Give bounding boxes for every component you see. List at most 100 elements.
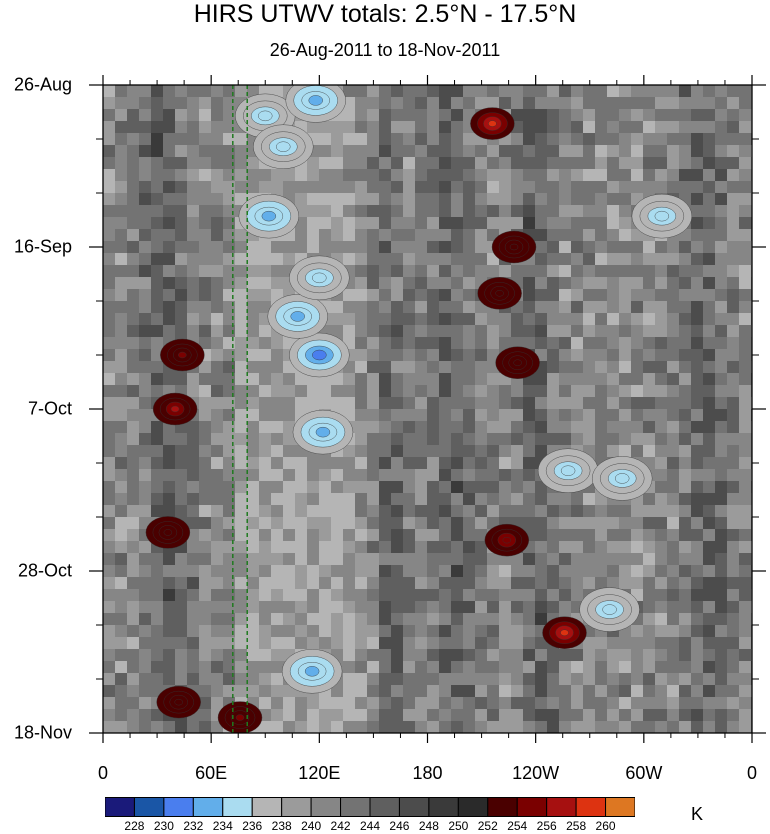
field-cell bbox=[751, 721, 752, 733]
field-cell bbox=[211, 205, 224, 218]
field-cell bbox=[307, 385, 320, 398]
field-cell bbox=[547, 133, 560, 146]
field-cell bbox=[667, 133, 680, 146]
field-cell bbox=[235, 673, 248, 686]
field-cell bbox=[535, 385, 548, 398]
field-cell bbox=[547, 193, 560, 206]
field-cell bbox=[319, 529, 332, 542]
field-cell bbox=[199, 301, 212, 314]
field-cell bbox=[283, 625, 296, 638]
field-cell bbox=[655, 445, 668, 458]
field-cell bbox=[487, 217, 500, 230]
field-cell bbox=[331, 541, 344, 554]
field-cell bbox=[583, 433, 596, 446]
field-cell bbox=[571, 145, 584, 158]
field-cell bbox=[607, 409, 620, 422]
field-cell bbox=[271, 529, 284, 542]
field-cell bbox=[475, 253, 488, 266]
field-cell bbox=[355, 265, 368, 278]
field-cell bbox=[247, 169, 260, 182]
field-cell bbox=[691, 721, 704, 733]
field-cell bbox=[331, 313, 344, 326]
field-cell bbox=[643, 421, 656, 434]
field-cell bbox=[427, 361, 440, 374]
field-cell bbox=[271, 541, 284, 554]
field-cell bbox=[703, 457, 716, 470]
field-cell bbox=[559, 205, 572, 218]
field-cell bbox=[619, 529, 632, 542]
field-cell bbox=[703, 205, 716, 218]
field-cell bbox=[655, 565, 668, 578]
field-cell bbox=[559, 361, 572, 374]
field-cell bbox=[439, 313, 452, 326]
field-cell bbox=[619, 373, 632, 386]
field-cell bbox=[367, 721, 380, 733]
field-cell bbox=[403, 337, 416, 350]
field-cell bbox=[607, 265, 620, 278]
field-cell bbox=[487, 157, 500, 170]
field-cell bbox=[103, 121, 116, 134]
field-cell bbox=[691, 145, 704, 158]
field-cell bbox=[619, 349, 632, 362]
field-cell bbox=[259, 433, 272, 446]
field-cell bbox=[667, 409, 680, 422]
field-cell bbox=[127, 217, 140, 230]
field-cell bbox=[715, 709, 728, 722]
field-cell bbox=[571, 349, 584, 362]
field-cell bbox=[643, 529, 656, 542]
field-cell bbox=[331, 613, 344, 626]
colorbar-label: 238 bbox=[271, 819, 292, 833]
field-cell bbox=[727, 469, 740, 482]
field-cell bbox=[751, 205, 752, 218]
field-cell bbox=[235, 409, 248, 422]
field-cell bbox=[367, 613, 380, 626]
field-cell bbox=[211, 181, 224, 194]
field-cell bbox=[667, 169, 680, 182]
field-cell bbox=[367, 205, 380, 218]
field-cell bbox=[103, 649, 116, 662]
field-cell bbox=[727, 505, 740, 518]
field-cell bbox=[595, 361, 608, 374]
field-cell bbox=[559, 517, 572, 530]
field-cell bbox=[691, 133, 704, 146]
field-cell bbox=[655, 469, 668, 482]
moist-anomaly bbox=[470, 107, 515, 140]
field-cell bbox=[223, 409, 236, 422]
field-cell bbox=[403, 385, 416, 398]
field-cell bbox=[319, 457, 332, 470]
field-cell bbox=[367, 517, 380, 530]
field-cell bbox=[367, 337, 380, 350]
field-cell bbox=[631, 697, 644, 710]
field-cell bbox=[307, 577, 320, 590]
field-cell bbox=[595, 685, 608, 698]
field-cell bbox=[223, 397, 236, 410]
field-cell bbox=[295, 697, 308, 710]
field-cell bbox=[499, 709, 512, 722]
field-cell bbox=[379, 589, 392, 602]
field-cell bbox=[475, 625, 488, 638]
field-cell bbox=[487, 697, 500, 710]
field-cell bbox=[235, 589, 248, 602]
field-cell bbox=[211, 625, 224, 638]
field-cell bbox=[103, 637, 116, 650]
field-cell bbox=[715, 481, 728, 494]
field-cell bbox=[559, 289, 572, 302]
field-cell bbox=[751, 277, 752, 290]
field-cell bbox=[703, 553, 716, 566]
field-cell bbox=[223, 361, 236, 374]
field-cell bbox=[511, 97, 524, 110]
field-cell bbox=[727, 217, 740, 230]
field-cell bbox=[427, 265, 440, 278]
field-cell bbox=[463, 277, 476, 290]
field-cell bbox=[223, 121, 236, 134]
field-cell bbox=[463, 241, 476, 254]
field-cell bbox=[595, 433, 608, 446]
field-cell bbox=[391, 265, 404, 278]
field-cell bbox=[535, 373, 548, 386]
field-cell bbox=[571, 373, 584, 386]
dry-anomaly bbox=[289, 332, 350, 378]
field-cell bbox=[523, 493, 536, 506]
field-cell bbox=[403, 205, 416, 218]
field-cell bbox=[403, 421, 416, 434]
field-cell bbox=[271, 469, 284, 482]
